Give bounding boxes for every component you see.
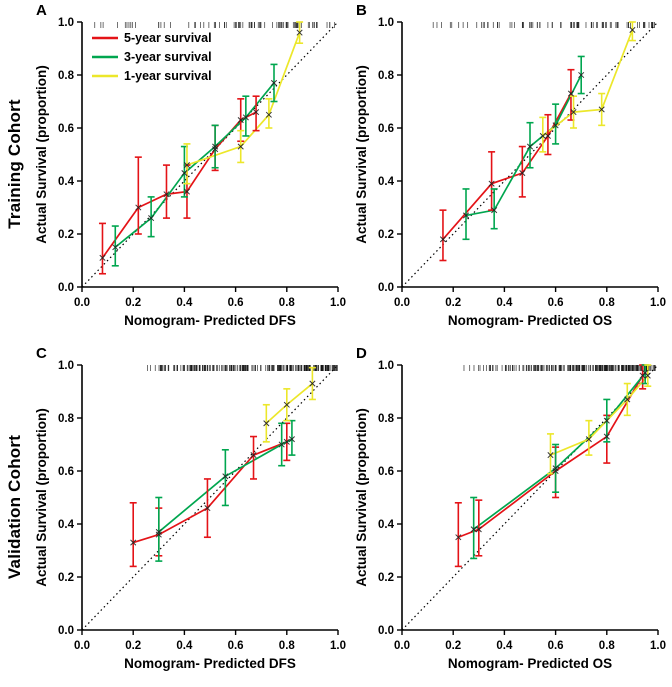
- svg-text:Actual Survival (proportion): Actual Survival (proportion): [34, 65, 49, 244]
- calibration-chart-validation-dfs: 0.0 0.2 0.4 0.6 0.8 1.0 0.0 0.2 0.4 0.6 0.8 1.0 Nomo…: [34, 360, 346, 671]
- training-row-label-column: Training Cohort: [0, 0, 30, 343]
- row-label-validation: Validation Cohort: [5, 434, 24, 579]
- svg-text:0.0: 0.0: [378, 282, 394, 294]
- svg-text:1.0: 1.0: [330, 640, 346, 652]
- row-label-training: Training Cohort: [5, 98, 25, 229]
- svg-text:0.4: 0.4: [378, 176, 395, 188]
- svg-text:0.8: 0.8: [279, 297, 296, 309]
- calibration-chart-training-os: 0.0 0.2 0.4 0.6 0.8 1.0 0.0 0.2 0.4 0.6 0.8 1.0 Nomo…: [354, 17, 666, 328]
- svg-text:Nomogram- Predicted DFS: Nomogram- Predicted DFS: [124, 656, 296, 671]
- panel-letter-c: C: [36, 345, 47, 362]
- svg-text:1.0: 1.0: [330, 297, 346, 309]
- svg-text:0.4: 0.4: [496, 640, 513, 652]
- svg-text:1.0: 1.0: [58, 360, 74, 372]
- svg-text:0.8: 0.8: [58, 413, 75, 425]
- svg-text:0.2: 0.2: [378, 229, 394, 241]
- panel-b: B 0.0 0.2 0.4 0.6 0.8 1.0 0.0 0.2 0.4 0.6 0.8 1.0 No…: [350, 0, 670, 343]
- svg-text:0.0: 0.0: [378, 625, 394, 637]
- calibration-chart-training-dfs: 0.0 0.2 0.4 0.6 0.8 1.0 0.0 0.2 0.4 0.6 0.8 1.0 Nomo…: [34, 17, 346, 328]
- svg-text:1.0: 1.0: [378, 360, 394, 372]
- svg-text:0.0: 0.0: [58, 625, 74, 637]
- svg-text:0.2: 0.2: [378, 572, 394, 584]
- training-row: Training Cohort A 0.0 0.2 0.4 0.6 0.8 1.0 0.0 0…: [0, 0, 672, 343]
- svg-text:0.0: 0.0: [394, 640, 410, 652]
- svg-text:0.2: 0.2: [445, 640, 461, 652]
- svg-text:Nomogram- Predicted OS: Nomogram- Predicted OS: [448, 656, 612, 671]
- svg-text:0.4: 0.4: [496, 297, 513, 309]
- svg-text:Actual Survival (proportion): Actual Survival (proportion): [354, 65, 369, 244]
- validation-row: Validation Cohort C 0.0 0.2 0.4 0.6 0.8 1.0 0.…: [0, 343, 672, 686]
- svg-text:0.6: 0.6: [548, 640, 564, 652]
- svg-text:0.6: 0.6: [228, 640, 244, 652]
- svg-text:0.8: 0.8: [599, 640, 616, 652]
- svg-text:Nomogram- Predicted DFS: Nomogram- Predicted DFS: [124, 313, 296, 328]
- svg-text:Actual Survival (proportion): Actual Survival (proportion): [354, 408, 369, 587]
- svg-text:0.4: 0.4: [378, 519, 395, 531]
- svg-text:0.2: 0.2: [125, 297, 141, 309]
- svg-text:1-year survival: 1-year survival: [124, 69, 212, 83]
- svg-text:0.4: 0.4: [176, 297, 193, 309]
- svg-text:5-year survival: 5-year survival: [124, 31, 212, 45]
- svg-text:0.0: 0.0: [74, 640, 90, 652]
- svg-text:0.6: 0.6: [58, 466, 74, 478]
- svg-text:0.0: 0.0: [74, 297, 90, 309]
- validation-row-label-column: Validation Cohort: [0, 343, 30, 686]
- svg-text:Actual Survival (proportion): Actual Survival (proportion): [34, 408, 49, 587]
- svg-text:1.0: 1.0: [58, 17, 74, 29]
- svg-text:0.6: 0.6: [58, 123, 74, 135]
- panel-c: C 0.0 0.2 0.4 0.6 0.8 1.0 0.0 0.2 0.4 0.6 0.8 1.0 No…: [30, 343, 350, 686]
- svg-text:1.0: 1.0: [378, 17, 394, 29]
- svg-text:0.8: 0.8: [58, 70, 75, 82]
- svg-text:0.2: 0.2: [58, 229, 74, 241]
- svg-text:0.2: 0.2: [58, 572, 74, 584]
- svg-text:0.8: 0.8: [378, 413, 395, 425]
- panel-letter-a: A: [36, 2, 47, 19]
- panel-d: D 0.0 0.2 0.4 0.6 0.8 1.0 0.0 0.2 0.4 0.6 0.8 1.0 No…: [350, 343, 670, 686]
- panel-letter-d: D: [356, 345, 367, 362]
- svg-text:0.2: 0.2: [125, 640, 141, 652]
- svg-text:0.4: 0.4: [58, 519, 75, 531]
- svg-text:Nomogram- Predicted OS: Nomogram- Predicted OS: [448, 313, 612, 328]
- svg-text:0.6: 0.6: [378, 466, 394, 478]
- svg-text:0.4: 0.4: [176, 640, 193, 652]
- svg-text:0.6: 0.6: [378, 123, 394, 135]
- svg-text:0.4: 0.4: [58, 176, 75, 188]
- svg-text:0.0: 0.0: [394, 297, 410, 309]
- svg-text:0.0: 0.0: [58, 282, 74, 294]
- svg-text:0.8: 0.8: [599, 297, 616, 309]
- panel-letter-b: B: [356, 2, 367, 19]
- svg-text:0.6: 0.6: [548, 297, 564, 309]
- svg-text:0.6: 0.6: [228, 297, 244, 309]
- svg-text:1.0: 1.0: [650, 640, 666, 652]
- panel-a: A 0.0 0.2 0.4 0.6 0.8 1.0 0.0 0.2 0.4 0.6 0.8 1.0 No…: [30, 0, 350, 343]
- calibration-chart-validation-os: 0.0 0.2 0.4 0.6 0.8 1.0 0.0 0.2 0.4 0.6 0.8 1.0 Nomo…: [354, 360, 666, 671]
- svg-text:0.2: 0.2: [445, 297, 461, 309]
- svg-text:0.8: 0.8: [378, 70, 395, 82]
- svg-text:0.8: 0.8: [279, 640, 296, 652]
- svg-text:1.0: 1.0: [650, 297, 666, 309]
- svg-text:3-year survival: 3-year survival: [124, 50, 212, 64]
